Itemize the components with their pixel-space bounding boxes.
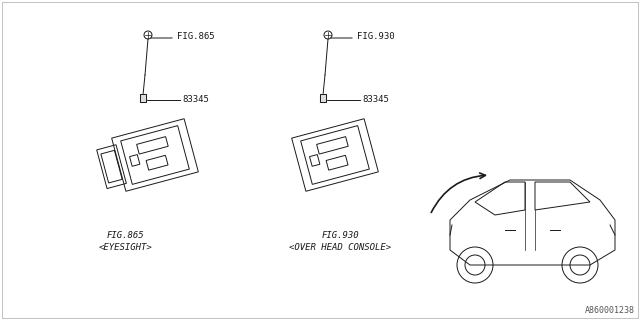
Text: 83345: 83345: [182, 94, 209, 103]
Text: FIG.930: FIG.930: [321, 231, 359, 240]
Text: 83345: 83345: [362, 94, 389, 103]
Text: <EYESIGHT>: <EYESIGHT>: [98, 243, 152, 252]
Text: <OVER HEAD CONSOLE>: <OVER HEAD CONSOLE>: [289, 243, 391, 252]
Polygon shape: [320, 94, 326, 102]
Text: FIG.930: FIG.930: [357, 31, 395, 41]
Text: FIG.865: FIG.865: [177, 31, 214, 41]
Text: FIG.865: FIG.865: [106, 231, 144, 240]
Text: A860001238: A860001238: [585, 306, 635, 315]
Polygon shape: [140, 94, 146, 102]
